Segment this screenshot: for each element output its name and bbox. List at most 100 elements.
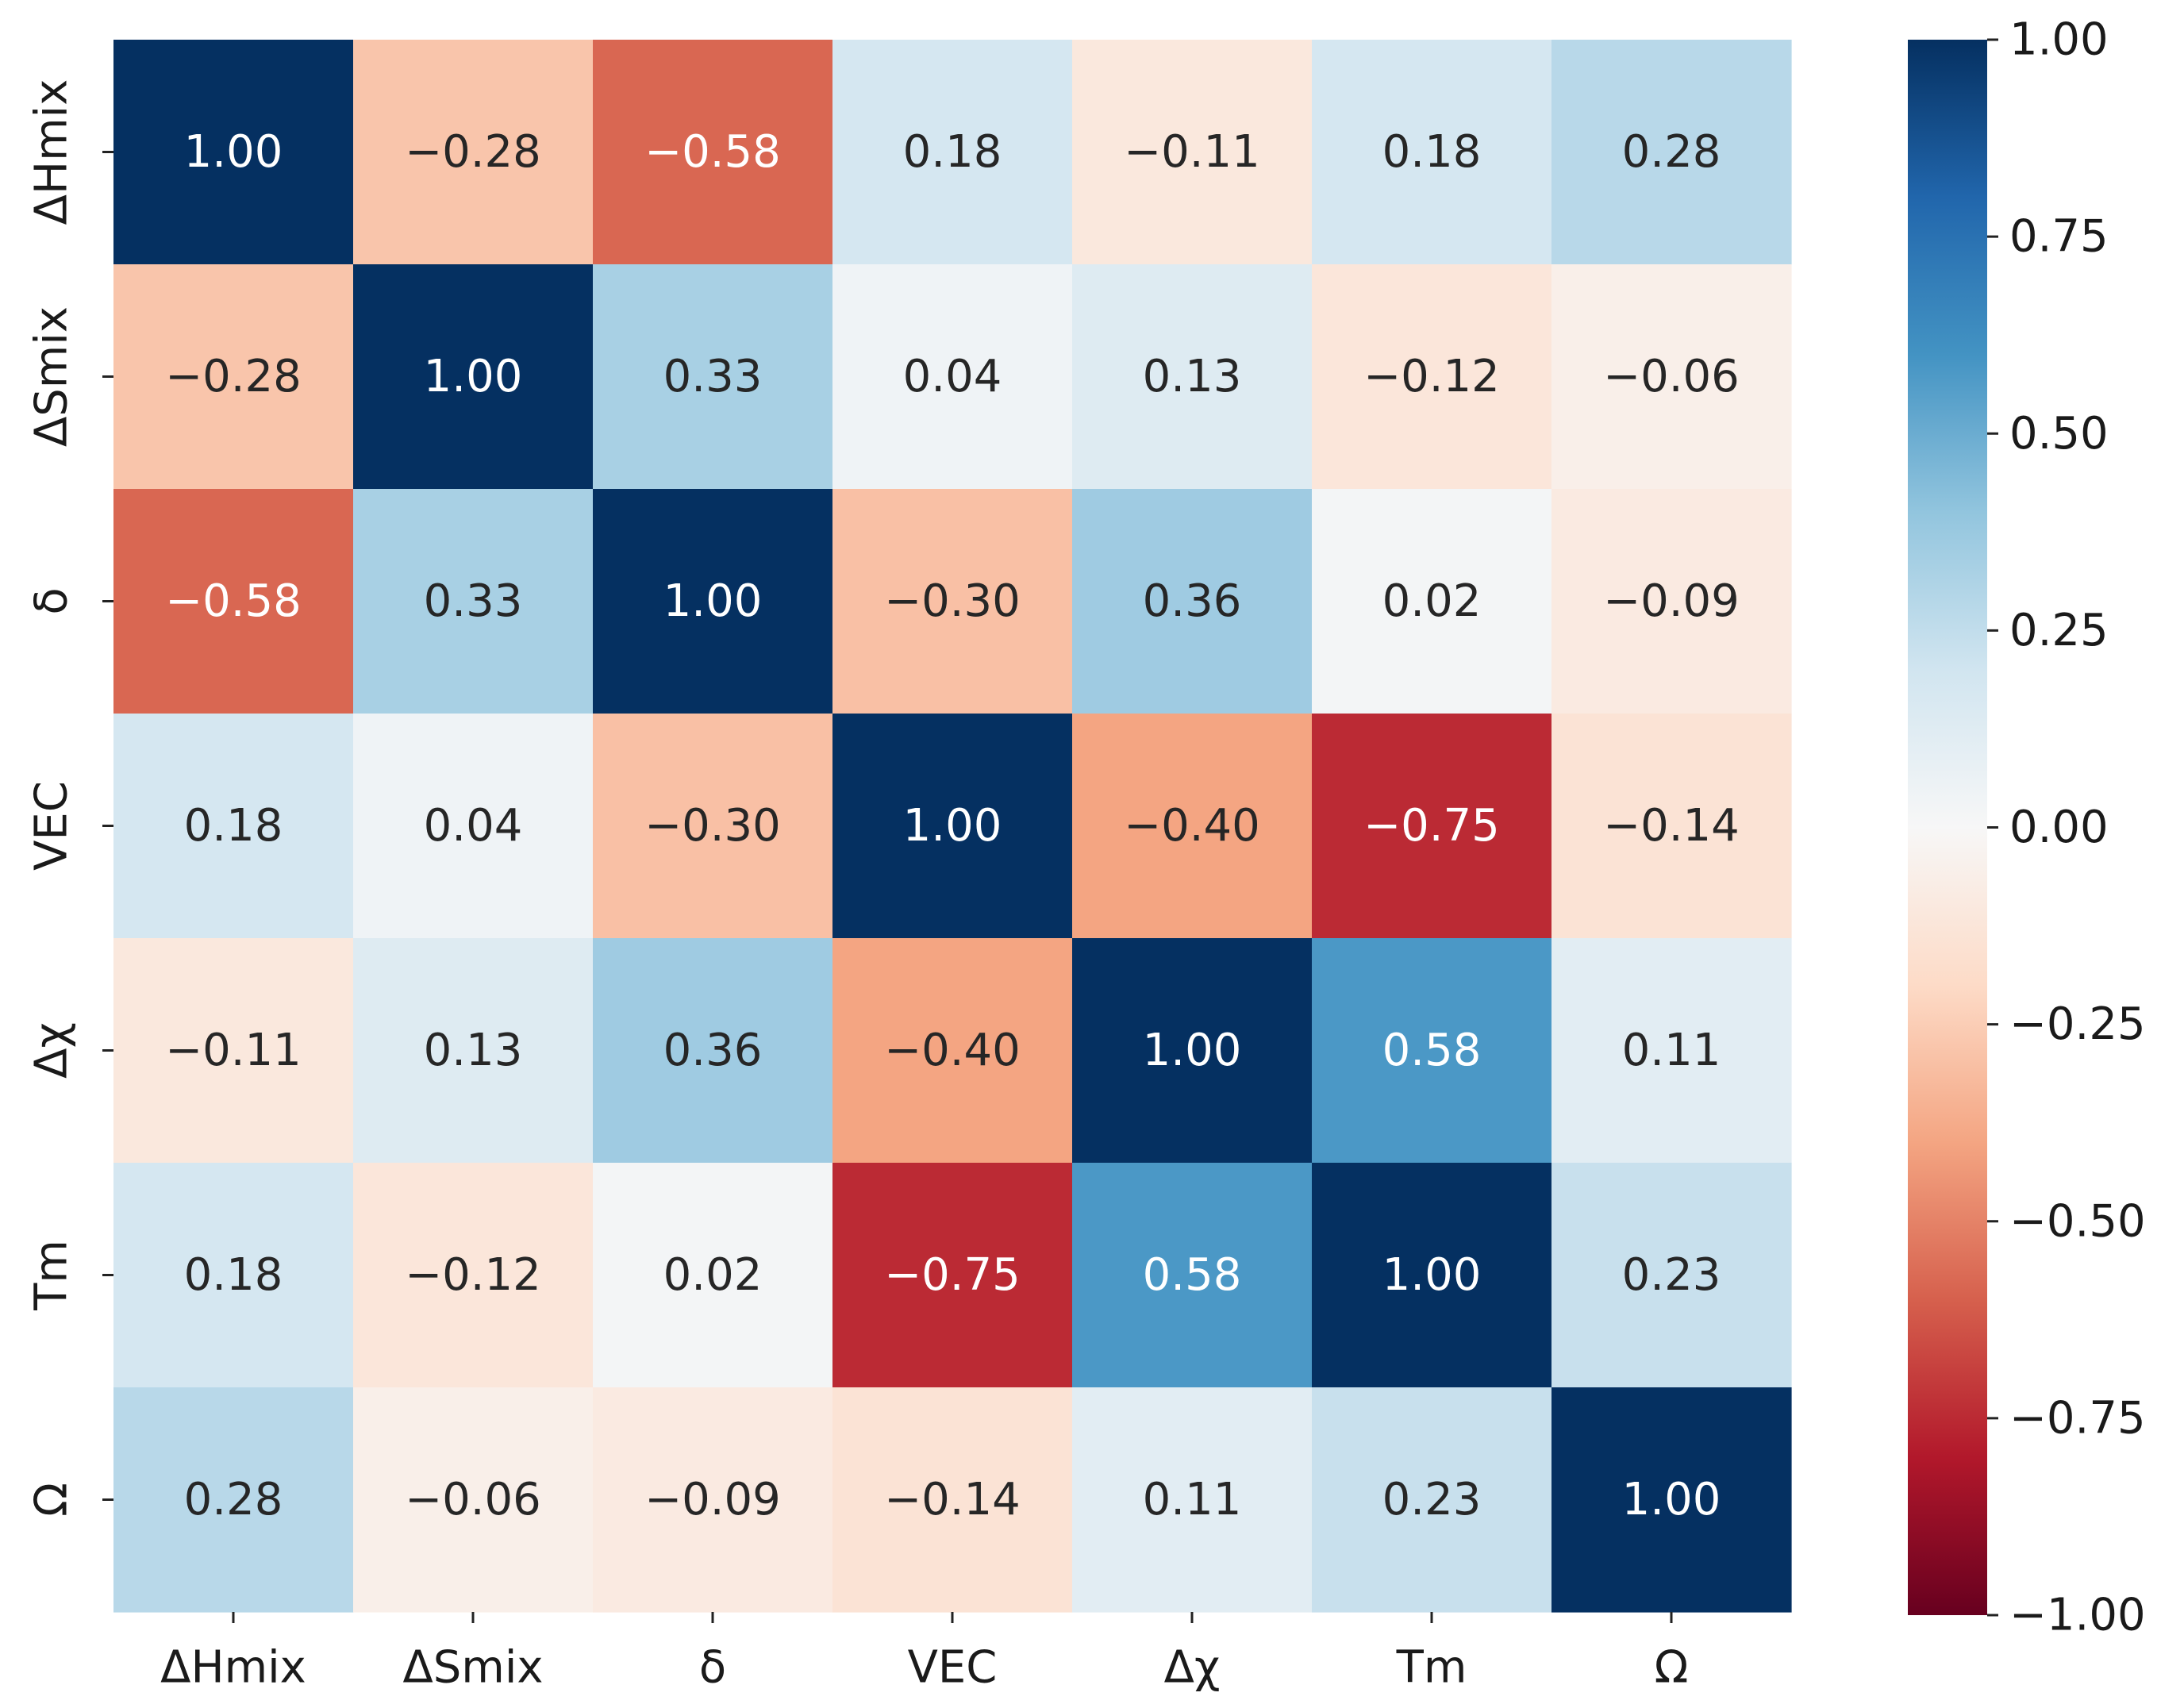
cell-value-label: 0.36 [1143, 575, 1242, 627]
y-tick-label: ΔHmix [26, 79, 78, 225]
cell-value-label: −0.28 [405, 126, 541, 178]
heatmap-cell [1072, 1163, 1313, 1388]
heatmap-cell [1072, 1387, 1313, 1613]
colorbar-gradient [1908, 40, 1987, 1615]
heatmap-cell [1312, 714, 1552, 939]
heatmap-cell [1312, 40, 1552, 265]
heatmap-cell [353, 1387, 594, 1613]
x-tick-label: ΔHmix [160, 1642, 306, 1694]
cell-value-label: 0.18 [1382, 126, 1482, 178]
heatmap-cell [593, 1387, 833, 1613]
cell-value-label: −0.14 [1603, 800, 1740, 852]
heatmap-cell [1072, 938, 1313, 1164]
cell-value-label: −0.06 [1603, 351, 1740, 402]
cell-value-label: 1.00 [663, 575, 763, 627]
cell-value-label: −0.11 [1124, 126, 1260, 178]
cell-value-label: −0.14 [884, 1474, 1021, 1525]
colorbar-tick-label: 1.00 [2009, 14, 2109, 66]
x-tick-label: ΔSmix [402, 1642, 543, 1694]
cell-value-label: 0.04 [424, 800, 523, 852]
heatmap-cell [1551, 264, 1792, 490]
heatmap-cell [832, 1163, 1073, 1388]
cell-value-label: 0.11 [1143, 1474, 1242, 1525]
heatmap-cell [1312, 938, 1552, 1164]
cell-value-label: 0.18 [184, 800, 283, 852]
cell-value-label: 0.36 [663, 1025, 763, 1076]
heatmap-cell [113, 264, 354, 490]
heatmap-cell [1551, 938, 1792, 1164]
y-tick-label: Δχ [26, 1022, 78, 1079]
y-axis: ΔHmix ΔSmix δ VEC Δχ Tm Ω [26, 79, 113, 1517]
cell-value-label: −0.75 [1363, 800, 1500, 852]
heatmap-cell [353, 714, 594, 939]
heatmap-cell [1551, 714, 1792, 939]
cell-value-label: 0.13 [424, 1025, 523, 1076]
cell-annotations: 1.00 −0.28 −0.58 0.18 −0.11 0.18 0.28 −0.28 1.00… [165, 126, 1740, 1525]
heatmap-cell [1312, 1163, 1552, 1388]
cell-value-label: 1.00 [1382, 1249, 1482, 1301]
y-tick-label: δ [26, 587, 78, 614]
cell-value-label: 1.00 [1143, 1025, 1242, 1076]
colorbar-tick-label: −1.00 [2009, 1590, 2146, 1641]
cell-value-label: −0.09 [644, 1474, 781, 1525]
heatmap-cell [593, 264, 833, 490]
cell-value-label: 0.04 [903, 351, 1002, 402]
x-tick-label: VEC [908, 1642, 998, 1694]
heatmap-cell [1072, 264, 1313, 490]
heatmap-cell [1312, 1387, 1552, 1613]
heatmap-cell [113, 489, 354, 714]
y-tick-label: VEC [26, 781, 78, 871]
heatmap-cell [353, 264, 594, 490]
heatmap-cell [353, 938, 594, 1164]
heatmap-cell [113, 714, 354, 939]
heatmap-cell [832, 1387, 1073, 1613]
cell-value-label: 0.58 [1382, 1025, 1482, 1076]
cell-value-label: 0.33 [424, 575, 523, 627]
cell-value-label: 0.13 [1143, 351, 1242, 402]
colorbar-tick-label: 0.00 [2009, 802, 2109, 853]
heatmap-cell [593, 40, 833, 265]
cell-value-label: −0.40 [884, 1025, 1021, 1076]
colorbar: 1.00 0.75 0.50 0.25 0.00 −0.25 −0.50 −0.75 −1.00 [1908, 14, 2146, 1641]
heatmap-cell [1312, 264, 1552, 490]
heatmap-cell [353, 489, 594, 714]
colorbar-ticks: 1.00 0.75 0.50 0.25 0.00 −0.25 −0.50 −0.75 −1.00 [1987, 14, 2146, 1641]
heatmap-cells [113, 40, 1792, 1613]
heatmap-cell [832, 40, 1073, 265]
heatmap-cell [1072, 714, 1313, 939]
cell-value-label: −0.30 [644, 800, 781, 852]
heatmap-cell [1312, 489, 1552, 714]
heatmap-cell [832, 264, 1073, 490]
heatmap-cell [353, 1163, 594, 1388]
heatmap-cell [593, 489, 833, 714]
heatmap-cell [113, 1387, 354, 1613]
heatmap-cell [593, 714, 833, 939]
heatmap-cell [1551, 489, 1792, 714]
heatmap-cell [113, 938, 354, 1164]
colorbar-tick-label: −0.25 [2009, 998, 2146, 1050]
cell-value-label: 0.02 [663, 1249, 763, 1301]
y-tick-label: Tm [26, 1240, 78, 1311]
cell-value-label: −0.75 [884, 1249, 1021, 1301]
heatmap-cell [1072, 489, 1313, 714]
heatmap-cell [1551, 1387, 1792, 1613]
heatmap-cell [1072, 40, 1313, 265]
colorbar-tick-label: 0.25 [2009, 605, 2109, 656]
cell-value-label: −0.40 [1124, 800, 1260, 852]
cell-value-label: −0.09 [1603, 575, 1740, 627]
cell-value-label: 1.00 [184, 126, 283, 178]
heatmap-cell [832, 714, 1073, 939]
heatmap-cell [353, 40, 594, 265]
heatmap-cell [1551, 40, 1792, 265]
cell-value-label: 0.58 [1143, 1249, 1242, 1301]
cell-value-label: 0.18 [903, 126, 1002, 178]
cell-value-label: 0.28 [1622, 126, 1721, 178]
colorbar-tick-label: 0.75 [2009, 211, 2109, 263]
x-tick-label: Tm [1396, 1642, 1467, 1694]
cell-value-label: −0.58 [165, 575, 302, 627]
heatmap-cell [113, 40, 354, 265]
x-tick-label: δ [699, 1642, 726, 1694]
cell-value-label: 0.33 [663, 351, 763, 402]
cell-value-label: −0.12 [405, 1249, 541, 1301]
x-axis: ΔHmix ΔSmix δ VEC Δχ Tm Ω [160, 1612, 1688, 1694]
